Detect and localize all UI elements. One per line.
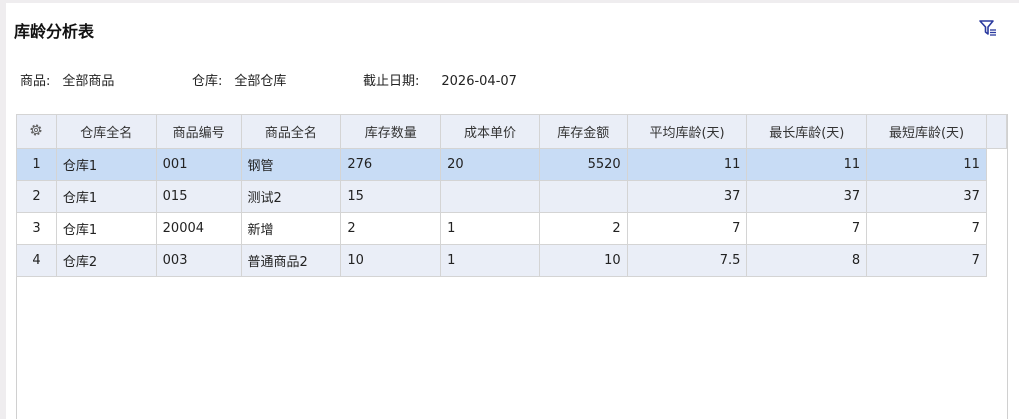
gear-icon [30, 124, 42, 135]
amount-cell[interactable]: 5520 [538, 148, 628, 181]
table-row[interactable]: 2 仓库1 015 测试2 15 37 37 37 [16, 180, 1007, 213]
warehouse-cell[interactable]: 仓库1 [55, 212, 157, 245]
product-name-cell[interactable]: 新增 [240, 212, 342, 245]
inventory-age-grid: 仓库全名 商品编号 商品全名 库存数量 成本单价 库存金额 平均库龄(天) 最长… [16, 114, 1008, 419]
product-name-cell[interactable]: 普通商品2 [240, 244, 342, 277]
row-index[interactable]: 3 [16, 212, 57, 245]
filter-button[interactable] [978, 18, 998, 38]
min-age-cell[interactable]: 11 [866, 148, 987, 181]
table-row[interactable]: 1 仓库1 001 钢管 276 20 5520 11 11 11 [16, 148, 1007, 181]
warehouse-cell[interactable]: 仓库1 [55, 180, 157, 213]
data-table: 仓库全名 商品编号 商品全名 库存数量 成本单价 库存金额 平均库龄(天) 最长… [16, 114, 1008, 277]
quantity-cell[interactable]: 10 [340, 244, 442, 277]
amount-cell[interactable] [538, 180, 628, 213]
min-age-cell[interactable]: 7 [866, 212, 987, 245]
page-title: 库龄分析表 [14, 22, 95, 41]
unit-cost-cell[interactable] [440, 180, 540, 213]
max-age-cell[interactable]: 7 [746, 212, 868, 245]
column-header-warehouse[interactable]: 仓库全名 [55, 114, 157, 149]
product-code-cell[interactable]: 20004 [155, 212, 242, 245]
criteria-label: 商品: [20, 74, 51, 89]
product-name-cell[interactable]: 钢管 [240, 148, 342, 181]
avg-age-cell[interactable]: 37 [626, 180, 748, 213]
criteria-value: 2026-04-07 [441, 74, 517, 89]
product-code-cell[interactable]: 001 [155, 148, 242, 181]
quantity-cell[interactable]: 15 [340, 180, 442, 213]
row-index[interactable]: 1 [16, 148, 57, 181]
min-age-cell[interactable]: 37 [866, 180, 987, 213]
criteria-value: 全部商品 [62, 74, 115, 89]
row-index[interactable]: 2 [16, 180, 57, 213]
product-code-cell[interactable]: 015 [155, 180, 242, 213]
row-index[interactable]: 4 [16, 244, 57, 277]
column-header-amount[interactable]: 库存金额 [538, 114, 628, 149]
filter-list-icon [979, 20, 996, 36]
max-age-cell[interactable]: 37 [746, 180, 868, 213]
max-age-cell[interactable]: 11 [746, 148, 868, 181]
warehouse-cell[interactable]: 仓库2 [55, 244, 157, 277]
quantity-cell[interactable]: 276 [340, 148, 442, 181]
criteria-value: 全部仓库 [234, 74, 287, 89]
product-code-cell[interactable]: 003 [155, 244, 242, 277]
quantity-cell[interactable]: 2 [340, 212, 442, 245]
column-header-quantity[interactable]: 库存数量 [340, 114, 442, 149]
column-header-filler [985, 114, 1008, 149]
table-row[interactable]: 4 仓库2 003 普通商品2 10 1 10 7.5 8 7 [16, 244, 1007, 277]
criteria-product: 商品: 全部商品 [20, 70, 114, 89]
column-header-avg-age[interactable]: 平均库龄(天) [626, 114, 748, 149]
unit-cost-cell[interactable]: 1 [440, 244, 540, 277]
avg-age-cell[interactable]: 7 [626, 212, 748, 245]
avg-age-cell[interactable]: 7.5 [626, 244, 748, 277]
unit-cost-cell[interactable]: 20 [440, 148, 540, 181]
amount-cell[interactable]: 2 [538, 212, 628, 245]
table-row[interactable]: 3 仓库1 20004 新增 2 1 2 7 7 7 [16, 212, 1007, 245]
column-header-max-age[interactable]: 最长库龄(天) [746, 114, 868, 149]
column-header-unit-cost[interactable]: 成本单价 [440, 114, 540, 149]
header-row: 仓库全名 商品编号 商品全名 库存数量 成本单价 库存金额 平均库龄(天) 最长… [16, 114, 1008, 149]
avg-age-cell[interactable]: 11 [626, 148, 748, 181]
criteria-warehouse: 仓库: 全部仓库 [192, 70, 286, 89]
criteria-label: 仓库: [192, 74, 223, 89]
criteria-end-date: 截止日期: 2026-04-07 [363, 70, 517, 89]
column-header-product-code[interactable]: 商品编号 [155, 114, 242, 149]
product-name-cell[interactable]: 测试2 [240, 180, 342, 213]
amount-cell[interactable]: 10 [538, 244, 628, 277]
min-age-cell[interactable]: 7 [866, 244, 987, 277]
column-header-product-name[interactable]: 商品全名 [240, 114, 342, 149]
max-age-cell[interactable]: 8 [746, 244, 868, 277]
criteria-label: 截止日期: [363, 74, 420, 89]
column-header-min-age[interactable]: 最短库龄(天) [866, 114, 987, 149]
unit-cost-cell[interactable]: 1 [440, 212, 540, 245]
column-settings-button[interactable] [16, 114, 57, 149]
warehouse-cell[interactable]: 仓库1 [55, 148, 157, 181]
